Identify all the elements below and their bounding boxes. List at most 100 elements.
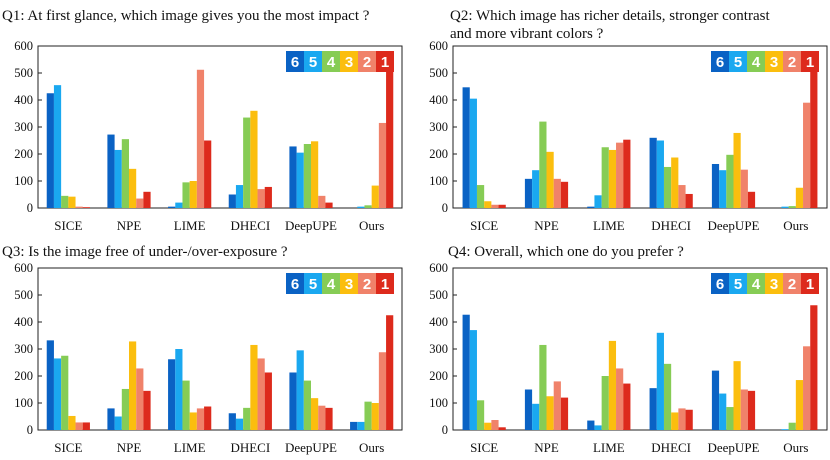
legend-label-1: 1: [806, 54, 814, 71]
bar-sice-2: [75, 422, 83, 430]
x-tick-label: DeepUPE: [285, 440, 337, 455]
bar-dheci-5: [656, 332, 664, 430]
bar-lime-2: [616, 142, 624, 208]
legend-label-3: 3: [345, 54, 353, 71]
legend-label-3: 3: [770, 276, 778, 293]
bar-dheci-1: [264, 186, 272, 208]
y-tick-label: 0: [27, 423, 33, 437]
bar-lime-1: [623, 139, 631, 208]
legend-swatch-6: [711, 273, 729, 294]
bar-sice-5: [469, 98, 477, 208]
y-tick-label: 400: [14, 93, 33, 107]
bar-lime-3: [189, 181, 197, 208]
bar-npe-3: [129, 168, 137, 208]
bar-dheci-2: [678, 185, 686, 208]
legend-swatch-1: [801, 51, 819, 72]
bar-npe-2: [136, 198, 144, 208]
bar-lime-1: [204, 406, 212, 430]
bar-sice-5: [53, 85, 62, 208]
legend-swatch-4: [747, 51, 765, 72]
chart-title: Q1: At first glance, which image gives y…: [2, 8, 370, 24]
bar-dheci-4: [663, 363, 672, 430]
bar-deepupe-6: [289, 146, 297, 208]
legend-swatch-2: [783, 273, 801, 294]
y-tick-label: 100: [14, 396, 33, 410]
legend-label-5: 5: [734, 276, 742, 293]
x-tick-label: LIME: [593, 218, 625, 233]
x-tick-label: DHECI: [230, 218, 270, 233]
x-tick-label: NPE: [117, 440, 142, 455]
bar-ours-5: [357, 206, 365, 208]
y-tick-label: 600: [429, 39, 448, 53]
bar-dheci-6: [228, 413, 236, 430]
bar-dheci-6: [649, 388, 657, 430]
y-tick-label: 500: [14, 66, 33, 80]
bar-deepupe-4: [303, 380, 311, 430]
y-tick-label: 300: [429, 120, 448, 134]
bar-npe-5: [532, 403, 540, 430]
bar-deepupe-2: [318, 405, 326, 430]
bar-ours-1: [386, 54, 394, 208]
bar-sice-1: [498, 427, 506, 430]
x-tick-label: LIME: [174, 218, 206, 233]
bar-dheci-3: [250, 110, 258, 208]
bar-sice-4: [61, 195, 69, 208]
bar-sice-4: [61, 355, 69, 430]
bar-dheci-4: [243, 407, 251, 430]
legend-swatch-3: [765, 273, 783, 294]
bar-npe-1: [143, 390, 151, 430]
chart-title-line-2: and more vibrant colors ?: [450, 26, 604, 42]
bar-dheci-1: [685, 193, 693, 208]
bar-npe-3: [546, 396, 554, 430]
legend-swatch-6: [286, 273, 304, 294]
bar-npe-5: [114, 149, 122, 208]
bar-deepupe-5: [296, 350, 304, 430]
legend-swatch-1: [801, 273, 819, 294]
bar-npe-2: [136, 368, 144, 430]
legend-label-1: 1: [381, 54, 389, 71]
bar-sice-6: [462, 314, 470, 430]
x-tick-label: NPE: [117, 218, 142, 233]
x-tick-label: NPE: [534, 440, 559, 455]
bar-ours-3: [371, 403, 379, 430]
bar-npe-2: [553, 381, 561, 430]
legend-label-4: 4: [327, 54, 336, 71]
bar-dheci-3: [671, 412, 679, 430]
bar-deepupe-1: [325, 407, 333, 430]
bar-sice-5: [53, 358, 62, 430]
legend-swatch-5: [729, 51, 747, 72]
bar-dheci-3: [250, 344, 258, 430]
bar-ours-3: [371, 185, 379, 208]
bar-npe-5: [114, 416, 122, 430]
bar-sice-3: [68, 196, 76, 208]
legend-swatch-6: [711, 51, 729, 72]
bar-lime-6: [168, 206, 176, 208]
bar-sice-3: [484, 422, 492, 430]
y-tick-label: 300: [14, 342, 33, 356]
legend-label-1: 1: [806, 276, 814, 293]
bar-lime-2: [196, 69, 205, 208]
bar-ours-2: [378, 352, 387, 430]
y-tick-label: 600: [14, 39, 33, 53]
legend-label-2: 2: [363, 276, 371, 293]
x-tick-label: DeepUPE: [708, 440, 760, 455]
bar-npe-5: [532, 170, 540, 208]
legend-swatch-5: [729, 273, 747, 294]
legend-label-5: 5: [309, 276, 317, 293]
chart-q1: Q1: At first glance, which image gives y…: [2, 8, 403, 233]
y-tick-label: 0: [442, 201, 448, 215]
y-tick-label: 400: [429, 93, 448, 107]
bar-lime-4: [601, 147, 609, 208]
y-tick-label: 200: [14, 147, 33, 161]
bar-lime-5: [175, 202, 183, 208]
y-tick-label: 300: [429, 342, 448, 356]
bar-lime-4: [601, 376, 609, 430]
bar-sice-2: [75, 206, 83, 208]
legend-label-6: 6: [716, 276, 724, 293]
legend-label-6: 6: [291, 276, 299, 293]
bar-ours-1: [386, 315, 394, 430]
legend-swatch-2: [783, 51, 801, 72]
bar-sice-6: [462, 87, 470, 208]
bar-deepupe-3: [733, 132, 741, 208]
